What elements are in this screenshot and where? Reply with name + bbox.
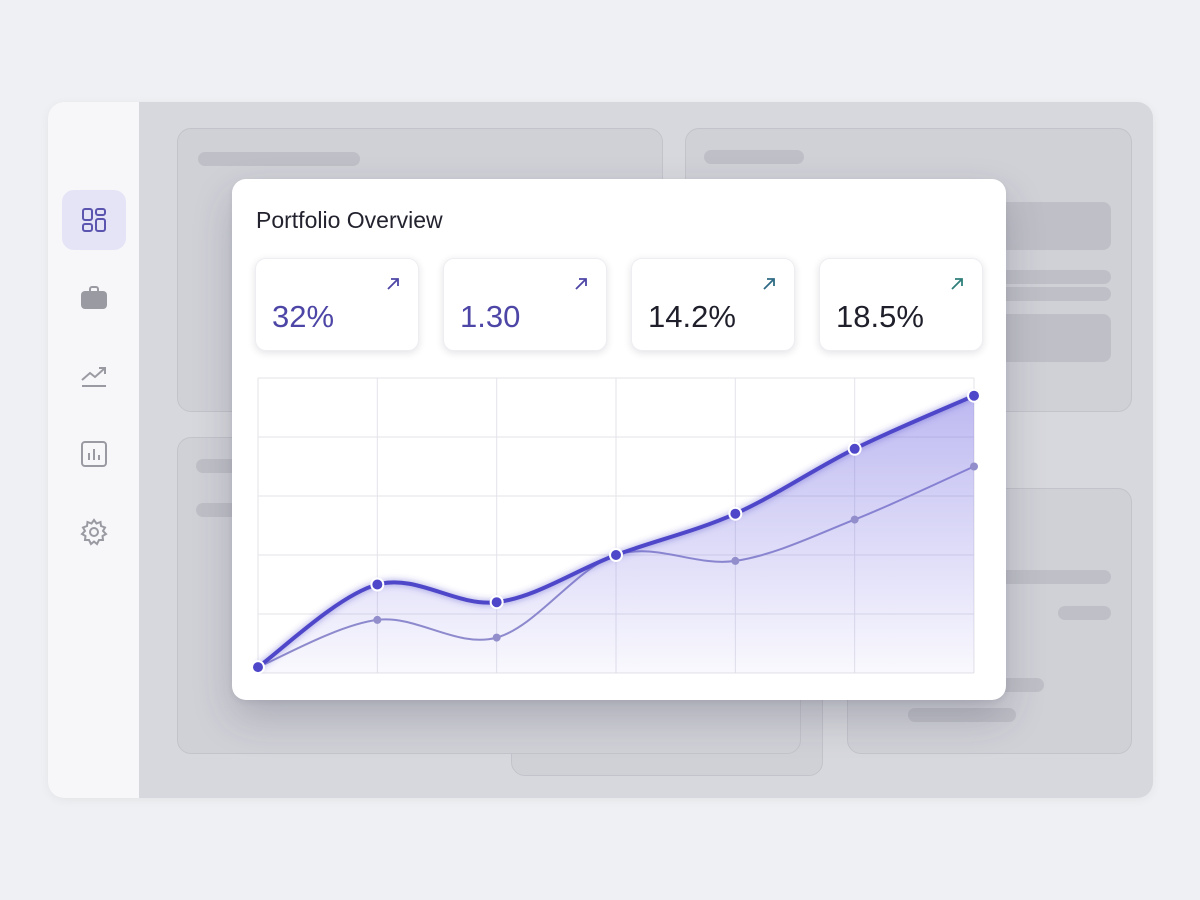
nav-dashboard[interactable] [62, 190, 126, 250]
icon [81, 286, 107, 309]
icon [81, 441, 107, 467]
overview-card: Portfolio Overview 32% 1.30 14.2% 18.5% [232, 179, 1006, 700]
placeholder [998, 287, 1111, 301]
area [258, 395, 974, 673]
icon [80, 518, 108, 546]
placeholder [908, 708, 1016, 722]
card-title: Portfolio Overview [256, 207, 443, 233]
icon [81, 367, 106, 387]
point [728, 506, 743, 521]
point [970, 462, 978, 471]
point [370, 577, 385, 592]
point [373, 615, 382, 624]
placeholder [998, 270, 1111, 284]
placeholder [1058, 606, 1111, 620]
chart [251, 377, 981, 675]
nav-reports[interactable] [62, 424, 126, 484]
kpi-value: 1.30 [460, 299, 521, 334]
placeholder [704, 150, 804, 164]
nav-portfolio[interactable] [62, 268, 126, 328]
kpi-card[interactable]: 32% [255, 258, 419, 351]
trend-arrow [763, 278, 775, 290]
point [847, 441, 862, 456]
point [967, 388, 981, 403]
placeholder [998, 570, 1111, 584]
point [251, 660, 265, 675]
kpi-card[interactable]: 18.5% [819, 258, 983, 351]
kpi-value: 14.2% [648, 299, 736, 334]
placeholder [998, 314, 1111, 362]
kpi-value: 32% [272, 299, 335, 334]
nav-settings[interactable] [62, 502, 126, 562]
point [492, 633, 501, 642]
sidebar [48, 102, 139, 798]
point [850, 515, 859, 524]
point [489, 595, 504, 610]
nav-performance[interactable] [62, 346, 126, 406]
trend-arrow [575, 278, 587, 290]
placeholder [198, 152, 360, 166]
point [609, 548, 623, 562]
kpi-card[interactable]: 14.2% [631, 258, 795, 351]
trend-arrow [951, 278, 963, 290]
placeholder [998, 202, 1111, 250]
kpi-value: 18.5% [836, 299, 924, 334]
point [731, 556, 740, 565]
icon [82, 208, 106, 232]
kpi-card[interactable]: 1.30 [443, 258, 607, 351]
trend-arrow [387, 278, 399, 290]
